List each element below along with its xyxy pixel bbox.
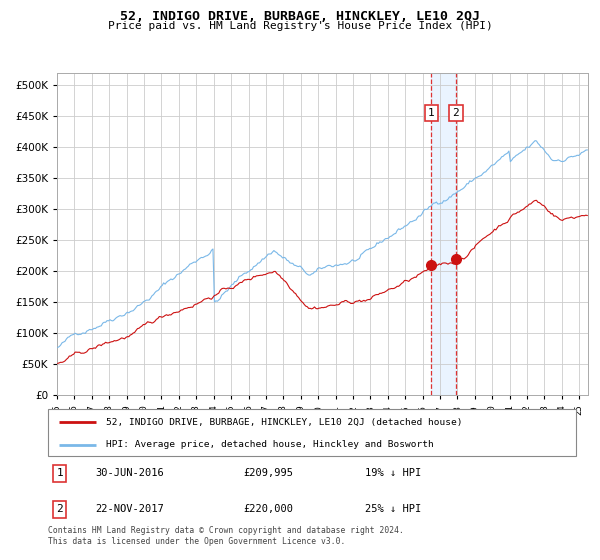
Text: 25% ↓ HPI: 25% ↓ HPI <box>365 505 421 515</box>
Bar <box>431 73 456 395</box>
Text: 19% ↓ HPI: 19% ↓ HPI <box>365 468 421 478</box>
Text: 30-JUN-2016: 30-JUN-2016 <box>95 468 164 478</box>
Text: 2: 2 <box>56 505 63 515</box>
Text: 1: 1 <box>56 468 63 478</box>
Text: Price paid vs. HM Land Registry's House Price Index (HPI): Price paid vs. HM Land Registry's House … <box>107 21 493 31</box>
Text: 52, INDIGO DRIVE, BURBAGE, HINCKLEY, LE10 2QJ: 52, INDIGO DRIVE, BURBAGE, HINCKLEY, LE1… <box>120 10 480 23</box>
FancyBboxPatch shape <box>48 409 576 456</box>
Text: Contains HM Land Registry data © Crown copyright and database right 2024.
This d: Contains HM Land Registry data © Crown c… <box>48 526 404 546</box>
Text: HPI: Average price, detached house, Hinckley and Bosworth: HPI: Average price, detached house, Hinc… <box>106 440 434 449</box>
Text: 2: 2 <box>452 108 460 118</box>
Text: £209,995: £209,995 <box>244 468 293 478</box>
Text: 52, INDIGO DRIVE, BURBAGE, HINCKLEY, LE10 2QJ (detached house): 52, INDIGO DRIVE, BURBAGE, HINCKLEY, LE1… <box>106 418 463 427</box>
Text: 1: 1 <box>428 108 434 118</box>
Text: 22-NOV-2017: 22-NOV-2017 <box>95 505 164 515</box>
Text: £220,000: £220,000 <box>244 505 293 515</box>
